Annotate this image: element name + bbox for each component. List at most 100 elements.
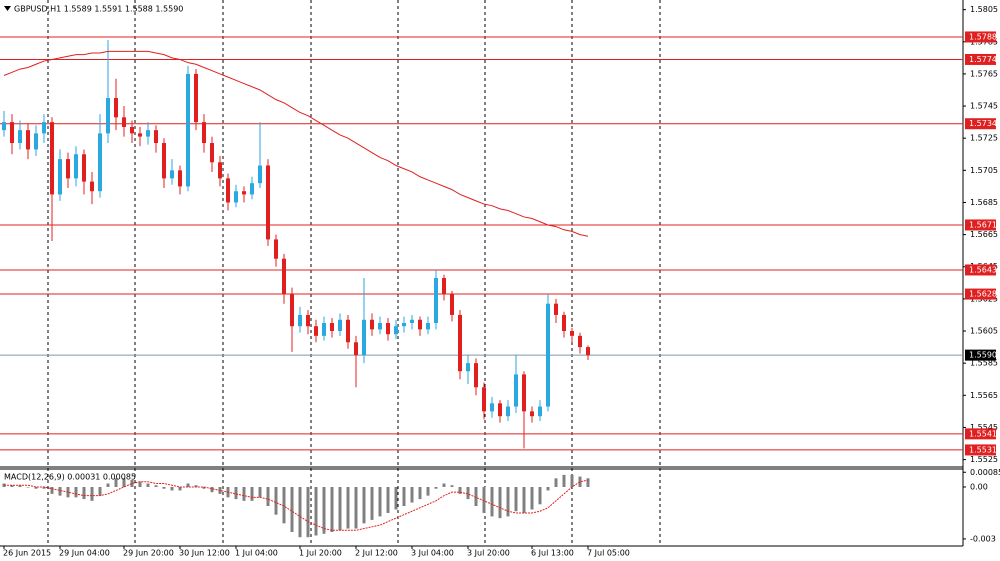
macd-bar — [26, 486, 30, 488]
candle-body — [538, 406, 542, 417]
candle-body — [362, 319, 366, 356]
macd-bar — [122, 478, 126, 487]
price-label: 1.5590 — [969, 351, 997, 360]
x-tick-label: 2 Jul 12:00 — [355, 549, 398, 558]
macd-bar — [586, 478, 590, 487]
candle-body — [506, 406, 510, 417]
x-tick-label: 29 Jun 04:00 — [59, 549, 110, 558]
level-label: 1.5531 — [969, 445, 997, 454]
level-label: 1.5788 — [969, 32, 997, 41]
macd-bar — [554, 478, 558, 487]
x-tick-label: 6 Jul 13:00 — [531, 549, 574, 558]
macd-bar — [466, 486, 470, 500]
candle-body — [426, 322, 430, 330]
candle-body — [458, 314, 462, 372]
candle-body — [42, 122, 46, 134]
y-tick-label: 1.5605 — [970, 327, 998, 336]
macd-bar — [194, 485, 198, 487]
price-label-bg — [965, 349, 996, 361]
y-tick-label: 1.5545 — [970, 423, 998, 432]
level-label: 1.5734 — [969, 119, 997, 128]
level-label-bg — [965, 288, 996, 300]
candle-body — [442, 277, 446, 295]
menu-arrow — [4, 6, 11, 11]
candle-body — [298, 314, 302, 327]
level-label-bg — [965, 264, 996, 276]
macd-bar — [154, 485, 158, 487]
level-label: 1.5541 — [969, 429, 997, 438]
macd-bar — [50, 486, 54, 494]
x-tick-label: 30 Jun 12:00 — [179, 549, 230, 558]
candle-body — [418, 319, 422, 330]
macd-bar — [370, 486, 374, 520]
candle-body — [482, 387, 486, 412]
candle-body — [138, 133, 142, 137]
macd-bar — [338, 486, 342, 531]
y-tick-label: 1.5745 — [970, 102, 998, 111]
macd-bar — [82, 486, 86, 500]
macd-bar — [258, 486, 262, 498]
candle-body — [370, 319, 374, 330]
candle-body — [522, 374, 526, 412]
candle-body — [66, 159, 70, 179]
candle-body — [530, 411, 534, 417]
candle-body — [322, 322, 326, 336]
candle-body — [162, 143, 166, 179]
macd-bar — [186, 483, 190, 487]
macd-bar — [114, 478, 118, 487]
macd-bar — [410, 486, 414, 503]
x-tick-label: 1 Jul 04:00 — [235, 549, 278, 558]
indicator-title: MACD(12,26,9) 0.00031 0.00085 — [4, 473, 136, 482]
candle-body — [26, 130, 30, 150]
macd-bar — [394, 486, 398, 510]
y-tick-label: 1.5585 — [970, 359, 998, 368]
candle-body — [306, 314, 310, 327]
candle-body — [202, 122, 206, 144]
signal-line — [4, 479, 589, 531]
y-tick-label: 1.5725 — [970, 134, 998, 143]
candle-body — [194, 73, 198, 123]
candle-body — [98, 133, 102, 192]
candle-body — [234, 191, 238, 203]
candle-body — [490, 403, 494, 412]
y-tick-label: -0.003 — [970, 534, 996, 543]
candle-body — [114, 98, 118, 118]
macd-bar — [10, 485, 14, 487]
level-label-bg — [965, 428, 996, 440]
candle-body — [170, 170, 174, 179]
macd-bar — [106, 483, 110, 487]
candle-body — [74, 154, 78, 179]
candle-body — [274, 239, 278, 259]
candle-body — [210, 143, 214, 163]
macd-bar — [202, 486, 206, 489]
macd-bar — [434, 486, 438, 489]
macd-bar — [362, 486, 366, 524]
macd-bar — [442, 483, 446, 487]
candle-body — [402, 322, 406, 327]
macd-bar — [474, 486, 478, 507]
candle-body — [546, 303, 550, 407]
y-tick-label: 1.5525 — [970, 455, 998, 464]
candle-body — [578, 335, 582, 348]
macd-bar — [562, 474, 566, 487]
candle-body — [186, 73, 190, 187]
level-label-bg — [965, 118, 996, 130]
macd-bar — [386, 486, 390, 513]
macd-bar — [170, 486, 174, 491]
candle-body — [466, 363, 470, 372]
macd-bar — [234, 486, 238, 500]
candle-body — [394, 326, 398, 335]
macd-bar — [354, 486, 358, 529]
macd-bar — [538, 486, 542, 505]
x-tick-label: 26 Jun 2015 — [3, 549, 51, 558]
candle-body — [290, 294, 294, 327]
candle-body — [18, 130, 22, 144]
level-label: 1.5774 — [969, 55, 997, 64]
macd-bar — [346, 486, 350, 529]
y-tick-label: 1.5805 — [970, 5, 998, 14]
candle-body — [474, 363, 478, 388]
macd-bar — [98, 486, 102, 496]
macd-bar — [578, 476, 582, 487]
macd-bar — [210, 486, 214, 493]
y-tick-label: 0.00085 — [970, 468, 1000, 477]
